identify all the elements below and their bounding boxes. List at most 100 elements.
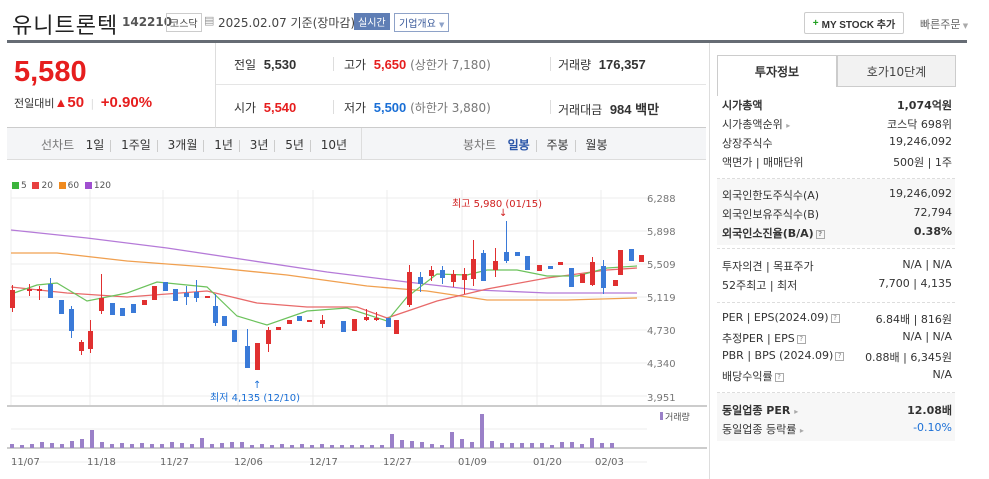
52week-label: 52주최고 | 최저	[722, 279, 798, 292]
tab-daily[interactable]: 일봉	[507, 138, 530, 152]
date-text: 2025.02.07 기준(장마감)	[218, 14, 355, 31]
help-icon[interactable]: ?	[774, 372, 784, 382]
foreign-limit-value: 19,246,092	[889, 187, 952, 200]
candle-chart-label: 봉차트	[463, 138, 497, 152]
par-value-value: 500원 | 1주	[893, 156, 952, 169]
volume-label: 거래량	[558, 58, 592, 72]
open-price: 시가 5,540	[234, 99, 296, 116]
tab-5y[interactable]: 5년	[285, 138, 304, 152]
tab-orderbook[interactable]: 호가10단계	[837, 55, 956, 87]
listed-shares-value: 19,246,092	[889, 135, 952, 148]
realtime-button[interactable]: 실시간	[354, 13, 390, 30]
market-cap-rank-label: 시가총액순위	[722, 118, 783, 131]
low-annotation: 최저 4,135 (12/10)	[210, 392, 300, 404]
basis-text: 기준(장마감)	[290, 16, 356, 30]
industry-per-label: 동일업종 PER	[722, 404, 791, 417]
market-cap-rank-link[interactable]: 시가총액순위 ▸	[722, 116, 790, 132]
my-stock-label: MY STOCK 추가	[821, 19, 896, 31]
pbr-bps-value: 0.88배 | 6,345원	[865, 351, 952, 364]
info-row-1: 전일 5,530 고가 5,650 (상한가 7,180) 거래량 176,35…	[216, 43, 706, 85]
industry-change-link[interactable]: 동일업종 등락률 ▸	[722, 421, 804, 437]
upper-limit: (상한가 7,180)	[410, 58, 491, 72]
svg-text:12/27: 12/27	[383, 457, 412, 468]
svg-text:11/18: 11/18	[87, 457, 116, 468]
up-arrow-icon: ↑	[253, 380, 261, 391]
corp-info-dropdown[interactable]: 기업개요 ▼	[394, 13, 450, 32]
help-icon[interactable]: ?	[830, 313, 840, 323]
industry-section: 동일업종 PER ▸ 12.08배 동일업종 등락률 ▸ -0.10%	[722, 402, 952, 442]
svg-text:02/03: 02/03	[595, 457, 624, 468]
tab-weekly[interactable]: 주봉	[546, 138, 569, 152]
open-value: 5,540	[263, 100, 297, 115]
help-icon[interactable]: ?	[815, 229, 825, 239]
svg-text:4,340: 4,340	[647, 359, 676, 370]
open-label: 시가	[234, 101, 257, 115]
change-value: 50	[67, 94, 85, 111]
high-price: 고가 5,650 (상한가 7,180)	[344, 56, 491, 73]
tab-3y[interactable]: 3년	[249, 138, 269, 152]
high-value: 5,650	[373, 57, 407, 72]
svg-text:4,730: 4,730	[647, 326, 676, 337]
tab-1y[interactable]: 1년	[214, 138, 233, 152]
current-price: 5,580	[14, 56, 87, 88]
my-stock-add-button[interactable]: + MY STOCK 추가	[804, 12, 904, 34]
foreign-ratio-value: 0.38%	[913, 225, 952, 238]
foreign-limit-label: 외국인한도주식수(A)	[722, 189, 820, 202]
foreign-hold-label: 외국인보유주식수(B)	[722, 208, 820, 221]
help-icon[interactable]: ?	[796, 334, 806, 344]
ma-legend: 5 20 60 120	[12, 181, 111, 191]
info-row-2: 시가 5,540 저가 5,500 (하한가 3,880) 거래대금 984 백…	[216, 85, 706, 127]
tab-1w[interactable]: 1주일	[121, 138, 151, 152]
chevron-right-icon: ▸	[799, 426, 804, 435]
tab-10y[interactable]: 10년	[320, 138, 348, 152]
volume: 거래량 176,357	[558, 56, 646, 73]
market-badge: 코스닥	[166, 13, 202, 32]
tab-1d[interactable]: 1일	[85, 138, 105, 152]
low-label: 저가	[344, 101, 367, 115]
svg-text:01/20: 01/20	[533, 457, 562, 468]
corp-info-label: 기업개요	[399, 19, 436, 30]
tab-3m[interactable]: 3개월	[167, 138, 198, 152]
change-label: 전일대비	[14, 97, 55, 110]
legend-ma20: 20	[41, 181, 53, 191]
svg-text:01/09: 01/09	[458, 457, 487, 468]
volume-value: 176,357	[598, 57, 646, 72]
low-value: 5,500	[373, 100, 407, 115]
svg-text:12/06: 12/06	[234, 457, 263, 468]
svg-text:5,898: 5,898	[647, 227, 676, 238]
foreign-section: 외국인한도주식수(A) 19,246,092 외국인보유주식수(B) 72,794 …	[722, 187, 952, 247]
candlestick-chart[interactable]: 6,288 5,898 5,509 5,119 4,730 4,340 3,951	[7, 190, 707, 475]
candle-chart-tabs: 봉차트 일봉 주봉 월봉	[463, 136, 608, 153]
svg-text:5,119: 5,119	[647, 293, 676, 304]
volume-legend: 거래량	[665, 411, 690, 423]
help-icon[interactable]: ?	[835, 351, 845, 361]
chart-tabbar: 선차트 1일 1주일 3개월 1년 3년 5년 10년 봉차트 일봉 주봉 월봉	[7, 128, 706, 160]
market-cap-label: 시가총액	[722, 99, 763, 112]
foreign-hold-value: 72,794	[913, 206, 953, 219]
quick-order-label: 빠른주문	[920, 18, 961, 31]
dividend-label: 배당수익률	[722, 370, 773, 383]
chevron-right-icon: ▸	[794, 407, 799, 416]
industry-change-value: -0.10%	[913, 421, 952, 434]
industry-per-link[interactable]: 동일업종 PER ▸	[722, 402, 798, 418]
line-chart-tabs: 선차트 1일 1주일 3개월 1년 3년 5년 10년	[41, 136, 347, 153]
top-divider	[7, 40, 967, 43]
price-change: 전일대비▲50 | +0.90%	[14, 94, 153, 111]
tab-monthly[interactable]: 월봉	[585, 138, 608, 152]
quick-order-dropdown[interactable]: 빠른주문 ▼	[920, 16, 968, 32]
chevron-down-icon: ▼	[439, 21, 445, 29]
svg-text:3,951: 3,951	[647, 393, 676, 404]
stock-code: 142210	[122, 15, 173, 29]
legend-ma60: 60	[67, 181, 80, 191]
prev-value: 5,530	[263, 57, 297, 72]
change-percent: +0.90%	[100, 94, 153, 111]
52week-value: 7,700 | 4,135	[878, 277, 952, 290]
pbr-bps-label: PBR | BPS (2024.09)	[722, 349, 834, 362]
tab-investment-info[interactable]: 투자정보	[717, 55, 837, 87]
up-triangle-icon: ▲	[54, 95, 68, 110]
chevron-down-icon: ▼	[960, 22, 969, 30]
price-box	[7, 43, 216, 128]
opinion-label: 투자의견 | 목표주가	[722, 260, 814, 273]
opinion-value: N/A | N/A	[902, 258, 952, 271]
svg-text:11/27: 11/27	[160, 457, 189, 468]
